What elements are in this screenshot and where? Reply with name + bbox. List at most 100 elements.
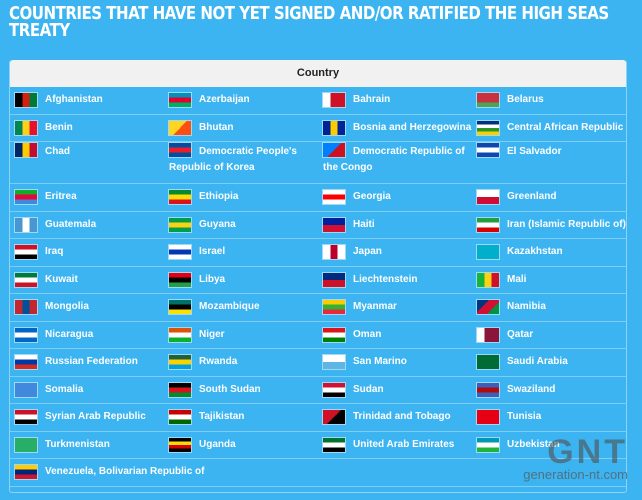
country-cell: Central African Republic [472, 120, 626, 136]
flag-icon [169, 245, 191, 260]
flag-icon [323, 120, 345, 135]
country-name: Democratic Republic of the Congo [323, 146, 465, 173]
table-row: Afghanistan Azerbaijan Bahrain Belarus [10, 87, 626, 115]
country-name: Venezuela, Bolivarian Republic of [45, 466, 205, 478]
column-header-country: Country [10, 60, 626, 87]
country-cell: Myanmar [318, 299, 472, 315]
country-cell: Namibia [472, 299, 626, 315]
country-name: Turkmenistan [45, 438, 110, 450]
country-name: Greenland [507, 191, 557, 203]
flag-icon [477, 410, 499, 425]
flag-icon [477, 143, 499, 158]
table-row: Eritrea Ethiopia Georgia Greenland [10, 184, 626, 212]
table-row: Turkmenistan Uganda United Arab Emirates Uz… [10, 432, 626, 459]
flag-icon [323, 437, 345, 452]
country-name: El Salvador [507, 146, 562, 157]
country-name: Liechtenstein [353, 273, 418, 285]
country-cell: Democratic People's Republic of Korea [164, 143, 318, 176]
flag-icon [15, 93, 37, 108]
country-name: Mali [507, 273, 527, 285]
flag-icon [477, 93, 499, 108]
country-cell: Russian Federation [10, 354, 164, 370]
watermark: GNT generation-nt.com [523, 435, 628, 482]
table-row: Mongolia Mozambique Myanmar Namibia [10, 294, 626, 322]
flag-icon [323, 327, 345, 342]
country-cell: Tajikistan [164, 409, 318, 425]
country-cell: Greenland [472, 189, 626, 205]
flag-icon [15, 190, 37, 205]
country-cell: Qatar [472, 327, 626, 343]
country-cell: Uganda [164, 437, 318, 453]
country-cell: San Marino [318, 354, 472, 370]
table-row: Syrian Arab Republic Tajikistan Trinidad a… [10, 404, 626, 432]
table-row: Iraq Israel Japan Kazakhstan [10, 239, 626, 267]
country-cell: El Salvador [472, 143, 626, 160]
table-row: Somalia South Sudan Sudan Swaziland [10, 377, 626, 404]
country-cell: Guatemala [10, 217, 164, 233]
country-cell: Bahrain [318, 92, 472, 108]
country-name: Saudi Arabia [507, 356, 568, 368]
country-cell: Ethiopia [164, 189, 318, 205]
country-cell: Iran (Islamic Republic of) [472, 217, 626, 233]
country-name: Chad [45, 146, 70, 157]
country-name: Namibia [507, 301, 546, 313]
country-cell: Rwanda [164, 354, 318, 370]
flag-icon [169, 93, 191, 108]
table-row: Chad Democratic People's Republic of Kore… [10, 142, 626, 184]
country-name: Bahrain [353, 94, 391, 106]
flag-icon [15, 143, 37, 158]
country-cell: Nicaragua [10, 327, 164, 343]
flag-icon [15, 300, 37, 315]
country-cell: Chad [10, 143, 164, 160]
flag-icon [15, 272, 37, 287]
country-name: Guyana [199, 218, 236, 230]
country-cell: Afghanistan [10, 92, 164, 108]
country-cell: Mozambique [164, 299, 318, 315]
country-cell: Trinidad and Tobago [318, 409, 472, 425]
flag-icon [169, 437, 191, 452]
country-name: Nicaragua [45, 328, 94, 340]
country-cell: Swaziland [472, 382, 626, 398]
country-name: Israel [199, 246, 226, 258]
country-cell: Mali [472, 272, 626, 288]
country-cell: Saudi Arabia [472, 354, 626, 370]
flag-icon [15, 245, 37, 260]
country-name: Oman [353, 328, 382, 340]
country-name: Georgia [353, 191, 391, 203]
country-name: Japan [353, 246, 382, 258]
country-name: Central African Republic [507, 121, 624, 133]
flag-icon [477, 437, 499, 452]
country-name: Tajikistan [199, 411, 245, 423]
country-cell: Democratic Republic of the Congo [318, 143, 472, 176]
country-name: Mozambique [199, 301, 260, 313]
country-cell: Azerbaijan [164, 92, 318, 108]
flag-icon [477, 245, 499, 260]
country-name: Libya [199, 273, 226, 285]
country-name: Kazakhstan [507, 246, 563, 258]
flag-icon [477, 272, 499, 287]
countries-table: Country Afghanistan Azerbaijan Bahrain Bela… [9, 60, 627, 493]
flag-icon [323, 143, 345, 158]
flag-icon [15, 465, 37, 480]
table-row: Guatemala Guyana Haiti Iran (Islamic Republ… [10, 212, 626, 239]
country-name: Bhutan [199, 121, 234, 133]
country-cell: Syrian Arab Republic [10, 409, 164, 425]
flag-icon [15, 355, 37, 370]
flag-icon [15, 382, 37, 397]
country-cell: Venezuela, Bolivarian Republic of [10, 464, 310, 480]
country-name: Afghanistan [45, 94, 103, 106]
country-cell: Kazakhstan [472, 244, 626, 260]
page-title: COUNTRIES THAT HAVE NOT YET SIGNED AND/O… [9, 4, 609, 41]
country-cell: Uzbekistan [472, 437, 626, 453]
country-cell: Bosnia and Herzegowina [318, 120, 472, 136]
country-name: Mongolia [45, 301, 89, 313]
country-name: Bosnia and Herzegowina [353, 121, 472, 133]
country-cell: Bhutan [164, 120, 318, 136]
flag-icon [169, 327, 191, 342]
flag-icon [169, 190, 191, 205]
flag-icon [169, 300, 191, 315]
country-name: Guatemala [45, 218, 97, 230]
country-cell: Belarus [472, 92, 626, 108]
country-name: Iran (Islamic Republic of) [507, 218, 626, 230]
country-name: South Sudan [199, 383, 261, 395]
